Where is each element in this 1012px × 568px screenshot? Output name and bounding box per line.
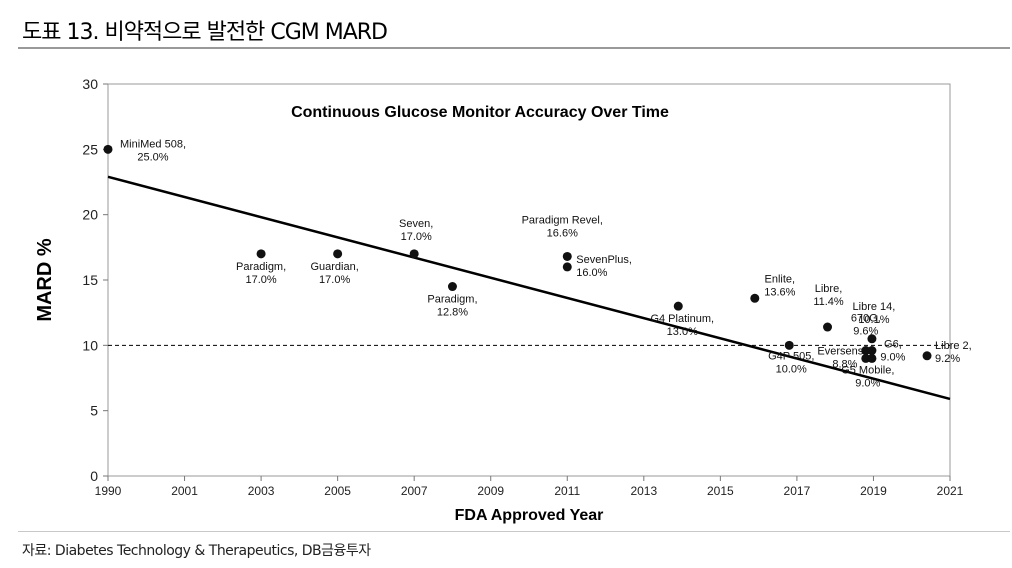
y-tick-label: 10	[82, 337, 98, 353]
data-point	[922, 351, 932, 361]
x-tick-label: 2005	[324, 484, 351, 498]
point-value-label: 9.0%	[855, 377, 880, 389]
y-tick-label: 5	[90, 403, 98, 419]
page-title: 도표 13. 비약적으로 발전한 CGM MARD	[22, 20, 388, 45]
point-name-label: Paradigm Revel,	[522, 214, 603, 226]
point-value-label: 13.6%	[764, 286, 795, 298]
x-tick-label: 2015	[707, 484, 734, 498]
data-point	[562, 251, 572, 261]
x-axis-title: FDA Approved Year	[455, 507, 604, 524]
point-value-label: 17.0%	[319, 274, 350, 286]
data-point	[409, 249, 419, 259]
chart-title: Continuous Glucose Monitor Accuracy Over…	[291, 104, 669, 121]
point-name-label: Eversense,	[817, 346, 872, 358]
x-tick-label: 2019	[860, 484, 887, 498]
data-point	[823, 322, 833, 332]
point-value-label: 12.8%	[437, 307, 468, 319]
point-value-label: 16.6%	[547, 227, 578, 239]
source-note: 자료: Diabetes Technology & Therapeutics, …	[22, 543, 371, 559]
x-tick-label: 2017	[784, 484, 811, 498]
point-value-label: 10.1%	[858, 314, 889, 326]
point-value-label: 13.0%	[667, 326, 698, 338]
data-point	[784, 340, 794, 350]
data-point	[333, 249, 343, 259]
point-name-label: 670G,	[851, 313, 881, 325]
y-tick-label: 30	[82, 76, 98, 92]
data-point	[103, 144, 113, 154]
point-value-label: 9.2%	[935, 353, 960, 365]
x-tick-label: 2001	[171, 484, 198, 498]
point-value-label: 17.0%	[245, 274, 276, 286]
point-name-label: Paradigm,	[427, 294, 477, 306]
data-point	[447, 282, 457, 292]
data-point	[750, 293, 760, 303]
point-value-label: 9.0%	[880, 351, 905, 363]
header-divider	[18, 47, 1010, 49]
point-value-label: 11.4%	[813, 296, 844, 308]
point-name-label: MiniMed 508,	[120, 138, 186, 150]
point-name-label: Seven,	[399, 218, 433, 230]
x-tick-label: 2003	[248, 484, 275, 498]
plot-area-frame	[107, 83, 951, 477]
point-value-label: 25.0%	[137, 151, 168, 163]
x-tick-label: 2009	[477, 484, 504, 498]
data-point	[256, 249, 266, 259]
data-point	[867, 334, 877, 344]
data-point	[673, 301, 683, 311]
x-tick-label: 2007	[401, 484, 428, 498]
y-tick-label: 25	[82, 141, 98, 157]
y-axis-title: MARD %	[34, 238, 56, 322]
data-point	[562, 262, 572, 272]
data-point	[867, 353, 877, 363]
point-value-label: 16.0%	[576, 267, 607, 279]
x-tick-label: 2013	[630, 484, 657, 498]
point-name-label: Paradigm,	[236, 261, 286, 273]
x-tick-label: 2021	[937, 484, 964, 498]
point-value-label: 10.0%	[776, 363, 807, 375]
point-name-label: Libre,	[815, 283, 843, 295]
point-name-label: Enlite,	[765, 273, 796, 285]
y-tick-label: 15	[82, 272, 98, 288]
footer-divider	[18, 531, 1010, 532]
y-tick-label: 0	[90, 468, 98, 484]
point-name-label: G6,	[884, 338, 902, 350]
point-name-label: G4 Platinum,	[650, 313, 714, 325]
point-value-label: 8.8%	[832, 359, 857, 371]
point-name-label: Guardian,	[310, 261, 358, 273]
data-point	[867, 346, 877, 356]
x-tick-label: 2011	[554, 484, 580, 498]
point-name-label: G5 Mobile,	[841, 364, 894, 376]
trend-line	[107, 175, 951, 401]
point-name-label: SevenPlus,	[576, 254, 632, 266]
y-tick-label: 20	[82, 207, 98, 223]
point-name-label: Libre 14,	[853, 301, 896, 313]
point-name-label: G4P 505,	[768, 350, 814, 362]
point-name-label: Libre 2,	[935, 340, 972, 352]
x-tick-label: 1990	[95, 484, 122, 498]
point-value-label: 17.0%	[401, 231, 432, 243]
